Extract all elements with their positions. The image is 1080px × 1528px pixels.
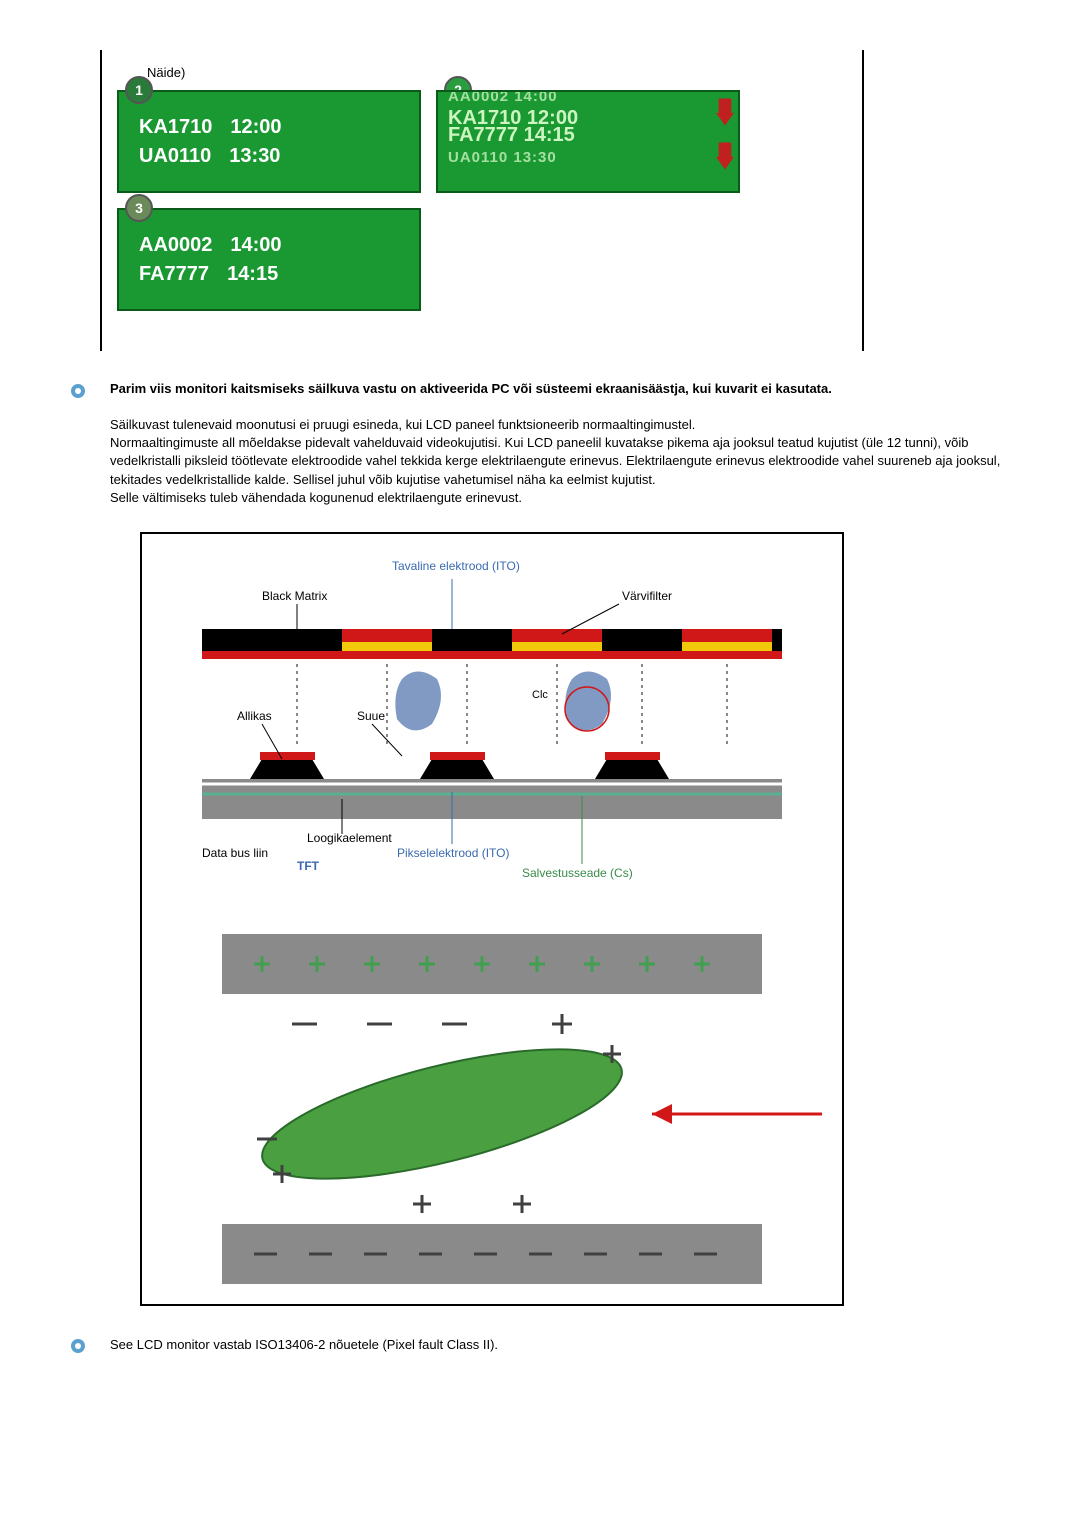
arrow-down-icon (716, 142, 734, 170)
section-screensaver: Parim viis monitori kaitsmiseks säilkuva… (70, 381, 1010, 1306)
p3-time-1: 14:15 (227, 263, 278, 286)
lcd-diagram: Tavaline elektrood (ITO) Black Matrix Vä… (140, 532, 844, 1306)
section1-p1: Säilkuvast tulenevaid moonutusi ei pruug… (110, 417, 695, 432)
p2-c2: FA7777 14:15 (448, 124, 728, 147)
p2-top: AA0002 14:00 (448, 90, 728, 105)
p2-bot: UA0110 13:30 (448, 149, 728, 166)
lbl-databus: Data bus liin (202, 846, 268, 860)
badge-3: 3 (125, 194, 153, 222)
lbl-allikas: Allikas (237, 709, 272, 723)
section1-text: Säilkuvast tulenevaid moonutusi ei pruug… (110, 416, 1010, 507)
lbl-black-matrix: Black Matrix (262, 589, 327, 603)
section1-heading: Parim viis monitori kaitsmiseks säilkuva… (110, 381, 1010, 396)
example-box: Näide) 1 KA1710 12:00 UA0110 13:30 (100, 50, 864, 351)
lbl-tavaline: Tavaline elektrood (ITO) (392, 559, 520, 573)
p1-code-0: KA1710 (139, 116, 212, 139)
arrow-down-icon (716, 98, 734, 126)
p1-time-1: 13:30 (229, 145, 280, 168)
lbl-piksel: Pikselelektrood (ITO) (397, 846, 509, 860)
section-iso: See LCD monitor vastab ISO13406-2 nõuete… (70, 1336, 1010, 1357)
panel-2: 2 AA0002 14:00 KA1710 12:00 FA7777 14:15… (436, 90, 740, 193)
lbl-loogika: Loogikaelement (307, 831, 392, 845)
diagram-charges (142, 914, 842, 1304)
badge-1: 1 (125, 76, 153, 104)
panels-row-1: 1 KA1710 12:00 UA0110 13:30 2 AA0002 14: (117, 90, 847, 193)
lbl-tft: TFT (297, 859, 319, 873)
bullet-icon (70, 383, 86, 399)
diagram-cross-section: Tavaline elektrood (ITO) Black Matrix Vä… (142, 534, 842, 914)
p3-code-1: FA7777 (139, 263, 209, 286)
lbl-varvifilter: Värvifilter (622, 589, 672, 603)
flight-panel-1: KA1710 12:00 UA0110 13:30 (117, 90, 421, 193)
p3-time-0: 14:00 (230, 234, 281, 257)
panel-1: 1 KA1710 12:00 UA0110 13:30 (117, 90, 421, 193)
bullet-icon (70, 1338, 86, 1354)
section1-p3: Selle vältimiseks tuleb vähendada kogune… (110, 490, 522, 505)
flight-panel-3: AA0002 14:00 FA7777 14:15 (117, 208, 421, 311)
lbl-salvestus: Salvestusseade (Cs) (522, 866, 633, 880)
p1-code-1: UA0110 (139, 145, 211, 168)
lbl-suue: Suue (357, 709, 385, 723)
lbl-clc: Clc (532, 689, 548, 701)
panel-3: 3 AA0002 14:00 FA7777 14:15 (117, 208, 421, 311)
flight-panel-2: AA0002 14:00 KA1710 12:00 FA7777 14:15 U… (436, 90, 740, 193)
panels-row-2: 3 AA0002 14:00 FA7777 14:15 (117, 208, 847, 311)
section1-p2: Normaaltingimuste all mõeldakse pidevalt… (110, 435, 1000, 486)
example-label: Näide) (147, 65, 847, 80)
section2-text: See LCD monitor vastab ISO13406-2 nõuete… (110, 1336, 1010, 1354)
p3-code-0: AA0002 (139, 234, 212, 257)
p1-time-0: 12:00 (230, 116, 281, 139)
